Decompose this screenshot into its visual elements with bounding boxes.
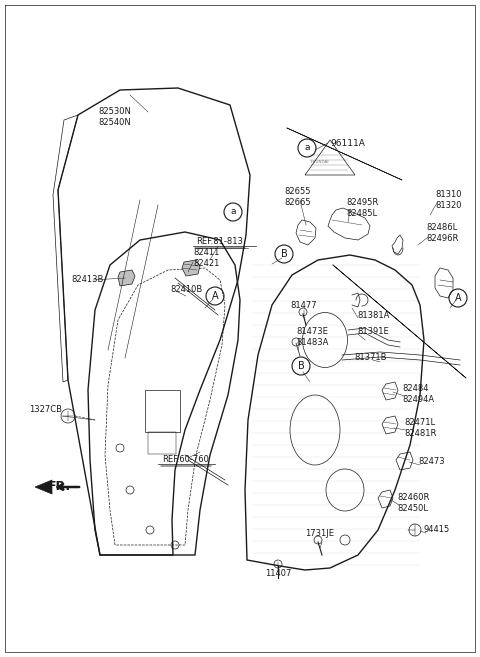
Text: 81310
81320: 81310 81320	[435, 191, 461, 210]
Text: 82486L
82496R: 82486L 82496R	[426, 223, 458, 242]
Text: B: B	[298, 361, 304, 371]
Text: a: a	[304, 143, 310, 152]
Text: A: A	[455, 293, 461, 303]
Bar	[148, 432, 176, 454]
Text: FR.: FR.	[48, 480, 71, 493]
Text: 82413B: 82413B	[72, 275, 104, 284]
Text: 82530N
82540N: 82530N 82540N	[98, 107, 132, 127]
Text: 96111A: 96111A	[330, 139, 365, 148]
Text: 82471L
82481R: 82471L 82481R	[404, 419, 436, 438]
Text: 82411
82421: 82411 82421	[193, 248, 219, 267]
Polygon shape	[118, 270, 135, 286]
Text: 81381A: 81381A	[357, 311, 389, 321]
Bar	[145, 390, 180, 432]
Text: B: B	[281, 249, 288, 259]
Text: 1327CB: 1327CB	[29, 405, 62, 413]
Text: REF.60-760: REF.60-760	[163, 455, 209, 464]
Text: HYUNDAI: HYUNDAI	[311, 160, 329, 164]
Text: 81473E
81483A: 81473E 81483A	[296, 327, 328, 347]
Text: 82655
82665: 82655 82665	[285, 187, 312, 207]
Text: 11407: 11407	[265, 568, 291, 578]
Text: 82484
82494A: 82484 82494A	[402, 384, 434, 403]
Polygon shape	[35, 480, 52, 494]
Text: 81371B: 81371B	[355, 353, 387, 363]
Text: 82460R
82450L: 82460R 82450L	[397, 493, 430, 512]
Text: 82410B: 82410B	[170, 286, 202, 294]
Text: 81391E: 81391E	[357, 327, 389, 336]
Text: 82473: 82473	[418, 457, 444, 466]
Text: REF.81-813: REF.81-813	[197, 237, 243, 246]
Text: 81477: 81477	[291, 302, 317, 311]
Text: A: A	[212, 291, 218, 301]
Text: 1731JE: 1731JE	[305, 530, 335, 539]
Text: a: a	[230, 208, 236, 217]
Text: 82495R
82485L: 82495R 82485L	[346, 198, 378, 217]
Text: 94415: 94415	[424, 526, 450, 535]
Polygon shape	[182, 260, 200, 276]
